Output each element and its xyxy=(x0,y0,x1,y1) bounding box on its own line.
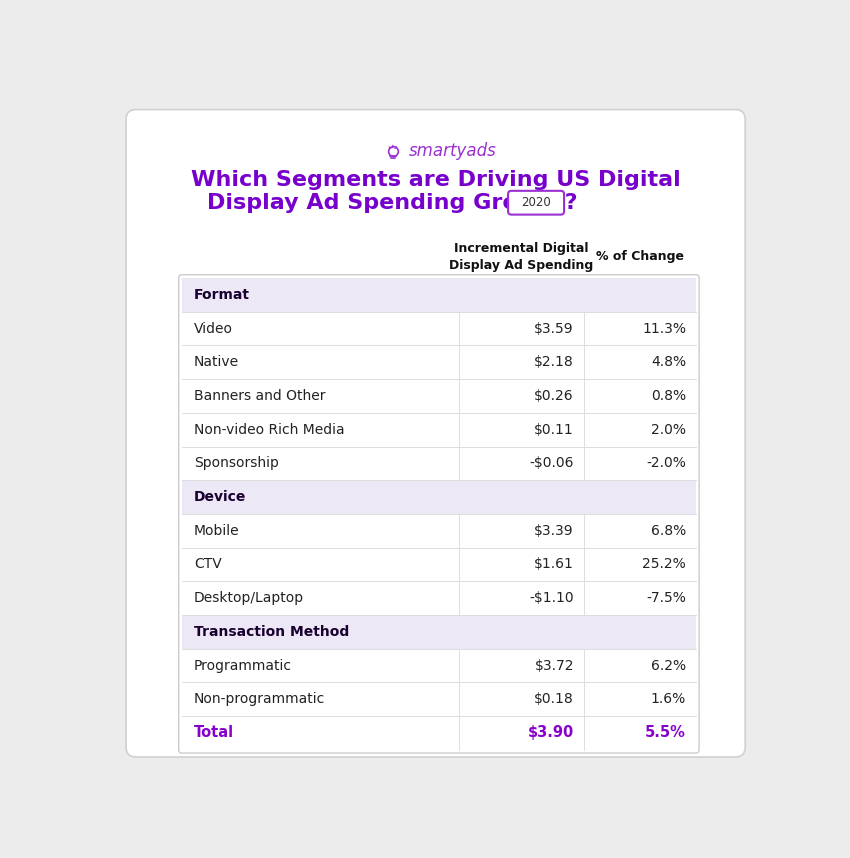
Bar xyxy=(182,514,696,547)
Text: smartyads: smartyads xyxy=(410,142,497,160)
Text: 11.3%: 11.3% xyxy=(642,322,686,335)
Bar xyxy=(182,278,696,311)
Text: 4.8%: 4.8% xyxy=(651,355,686,369)
Text: Desktop/Laptop: Desktop/Laptop xyxy=(194,591,304,605)
Text: $2.18: $2.18 xyxy=(534,355,574,369)
Text: $0.11: $0.11 xyxy=(534,423,574,437)
Bar xyxy=(182,446,696,480)
Text: Device: Device xyxy=(194,490,246,504)
FancyBboxPatch shape xyxy=(508,190,564,214)
Text: CTV: CTV xyxy=(194,558,222,571)
Text: -2.0%: -2.0% xyxy=(646,456,686,470)
Text: 5.5%: 5.5% xyxy=(645,725,686,740)
Text: $0.18: $0.18 xyxy=(534,692,574,706)
Text: % of Change: % of Change xyxy=(596,251,684,263)
Text: 0.8%: 0.8% xyxy=(651,389,686,403)
FancyBboxPatch shape xyxy=(126,110,745,757)
Text: 2020: 2020 xyxy=(521,196,551,209)
Text: Programmatic: Programmatic xyxy=(194,658,292,673)
Bar xyxy=(182,615,696,649)
Text: Format: Format xyxy=(194,288,250,302)
Text: -$1.10: -$1.10 xyxy=(530,591,574,605)
Text: $3.59: $3.59 xyxy=(535,322,574,335)
Text: Non-programmatic: Non-programmatic xyxy=(194,692,325,706)
Text: Display Ad Spending Growth?: Display Ad Spending Growth? xyxy=(207,193,578,214)
Text: Banners and Other: Banners and Other xyxy=(194,389,326,403)
Text: Which Segments are Driving US Digital: Which Segments are Driving US Digital xyxy=(190,170,681,190)
Bar xyxy=(182,716,696,750)
Bar xyxy=(182,346,696,379)
Bar xyxy=(182,480,696,514)
Text: 25.2%: 25.2% xyxy=(643,558,686,571)
Bar xyxy=(182,649,696,682)
Text: -7.5%: -7.5% xyxy=(646,591,686,605)
Bar xyxy=(182,413,696,446)
Text: Mobile: Mobile xyxy=(194,523,240,538)
Text: $1.61: $1.61 xyxy=(534,558,574,571)
Text: Transaction Method: Transaction Method xyxy=(194,625,349,639)
Text: 6.2%: 6.2% xyxy=(651,658,686,673)
Bar xyxy=(182,379,696,413)
Text: 1.6%: 1.6% xyxy=(651,692,686,706)
Text: $0.26: $0.26 xyxy=(535,389,574,403)
Text: $3.72: $3.72 xyxy=(535,658,574,673)
Bar xyxy=(182,581,696,615)
Text: 6.8%: 6.8% xyxy=(651,523,686,538)
Text: Video: Video xyxy=(194,322,233,335)
Text: -$0.06: -$0.06 xyxy=(530,456,574,470)
Text: $3.39: $3.39 xyxy=(535,523,574,538)
Text: $3.90: $3.90 xyxy=(528,725,574,740)
Text: 2.0%: 2.0% xyxy=(651,423,686,437)
Bar xyxy=(182,547,696,581)
Text: Total: Total xyxy=(194,725,234,740)
Text: Non-video Rich Media: Non-video Rich Media xyxy=(194,423,344,437)
Bar xyxy=(182,682,696,716)
Text: Incremental Digital
Display Ad Spending: Incremental Digital Display Ad Spending xyxy=(449,242,593,272)
Text: Sponsorship: Sponsorship xyxy=(194,456,279,470)
Bar xyxy=(182,311,696,346)
Text: Native: Native xyxy=(194,355,239,369)
